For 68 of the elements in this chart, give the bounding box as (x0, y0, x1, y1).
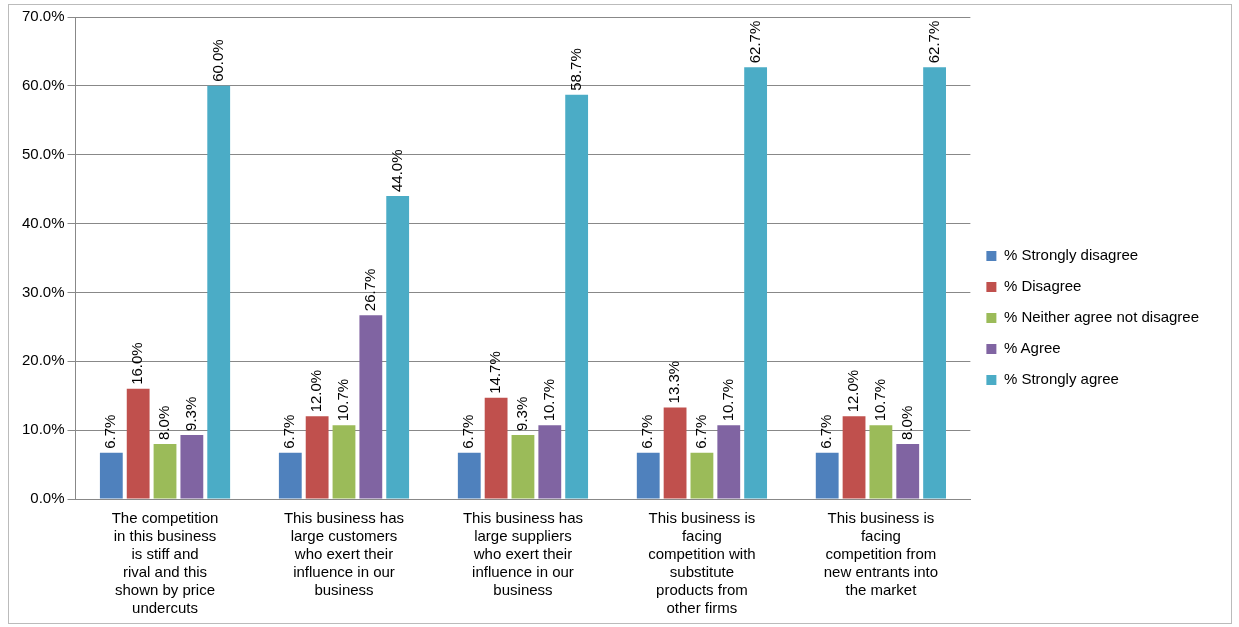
y-tick-label: 50.0% (21, 144, 65, 162)
bar (869, 425, 893, 499)
data-label: 60.0% (208, 39, 226, 82)
bar (663, 407, 687, 499)
bar (305, 416, 329, 499)
bar (278, 452, 302, 499)
bar (538, 425, 562, 499)
x-tick-label: This business is facing competition from new entrants into the market (823, 509, 939, 599)
y-tick-label: 0.0% (30, 489, 65, 507)
bar (457, 452, 481, 499)
data-label: 8.0% (897, 405, 915, 440)
data-label: 62.7% (745, 20, 763, 64)
data-label: 44.0% (387, 149, 405, 193)
data-label: 16.0% (128, 342, 146, 385)
data-label: 14.7% (486, 351, 504, 394)
data-label: 9.3% (182, 396, 199, 431)
bar (126, 388, 150, 499)
x-tick-label: The competition in this business is stiff and rival and this shown by price undercuts (111, 509, 219, 617)
bar (842, 416, 866, 499)
data-label: 12.0% (844, 369, 862, 413)
x-tick-label: This business has large suppliers who exert their influence in our business (462, 509, 583, 599)
bar (565, 94, 589, 499)
bar (717, 425, 741, 499)
data-label: 8.0% (155, 405, 173, 440)
data-label: 9.3% (513, 396, 531, 431)
data-label: 10.7% (718, 378, 736, 422)
bar (815, 452, 839, 499)
y-tick-label: 60.0% (21, 76, 65, 93)
bar (744, 67, 768, 499)
bar (180, 434, 204, 499)
data-label: 58.7% (566, 48, 584, 91)
data-label: 6.7% (817, 414, 835, 449)
bar (386, 196, 410, 499)
data-label: 6.7% (459, 414, 477, 449)
x-tick-label: This business has large customers who exert their influence in our business (283, 509, 405, 599)
bar (636, 452, 660, 499)
bar (484, 397, 508, 499)
data-label: 26.7% (360, 268, 378, 312)
bar (332, 425, 356, 499)
legend-label: % Strongly disagree (1003, 246, 1139, 264)
bar (359, 315, 383, 499)
legend-label: % Neither agree not disagree (1003, 308, 1200, 326)
data-label: 6.7% (638, 414, 656, 449)
bar (690, 452, 714, 499)
x-tick-label: This business is facing competition with substitute products from other firms (648, 509, 756, 617)
bar (99, 452, 123, 499)
data-label: 6.7% (692, 414, 710, 449)
data-label: 6.7% (101, 414, 119, 449)
bar (511, 434, 535, 499)
data-label: 10.7% (539, 378, 557, 422)
y-tick-label: 40.0% (21, 213, 65, 231)
bar (207, 85, 231, 499)
y-tick-label: 10.0% (21, 420, 65, 438)
data-label: 12.0% (307, 369, 325, 413)
legend-label: % Strongly agree (1003, 370, 1119, 388)
bar (153, 443, 177, 499)
bar (923, 67, 946, 499)
data-label: 6.7% (280, 414, 298, 449)
data-label: 10.7% (334, 378, 352, 422)
legend-label: % Disagree (1003, 277, 1082, 295)
data-label: 62.7% (924, 20, 942, 64)
y-tick-label: 20.0% (21, 351, 65, 369)
bar (896, 443, 920, 499)
data-label: 13.3% (665, 360, 683, 404)
data-label: 10.7% (871, 378, 889, 422)
y-tick-label: 70.0% (21, 7, 65, 25)
legend-label: % Agree (1003, 339, 1061, 357)
y-tick-label: 30.0% (21, 282, 65, 300)
